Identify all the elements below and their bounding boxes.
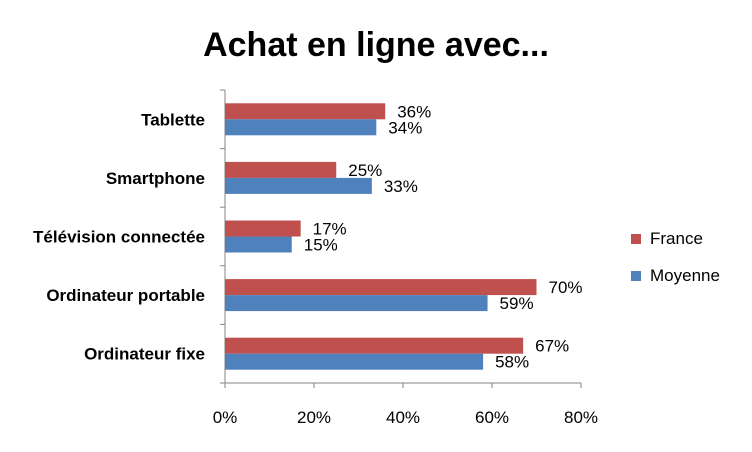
data-label: 70% — [549, 278, 583, 297]
x-tick-label: 20% — [297, 408, 331, 427]
category-label: Ordinateur portable — [46, 286, 205, 305]
chart-title: Achat en ligne avec... — [203, 26, 549, 64]
legend-swatch-france — [631, 234, 641, 244]
legend: France Moyenne — [631, 229, 720, 285]
data-label: 34% — [388, 118, 422, 137]
data-label: 33% — [384, 177, 418, 196]
bar-moyenne — [225, 236, 292, 253]
data-label: 25% — [348, 161, 382, 180]
x-tick-label: 60% — [475, 408, 509, 427]
bar-france — [225, 103, 386, 120]
data-label: 36% — [397, 102, 431, 121]
labels: 36%34% 25%33% 17%15% 70% 59% 67% 58% — [304, 102, 583, 371]
bar-france — [225, 279, 537, 296]
bar-moyenne — [225, 353, 484, 370]
x-tick-label: 40% — [386, 408, 420, 427]
bar-moyenne — [225, 177, 372, 194]
legend-label-france: France — [650, 229, 703, 248]
x-tick-label: 80% — [564, 408, 598, 427]
data-label: 58% — [495, 353, 529, 372]
bar-france — [225, 161, 337, 178]
legend-label-moyenne: Moyenne — [650, 266, 720, 285]
bar-france — [225, 337, 524, 354]
bars — [225, 103, 537, 370]
data-label: 59% — [500, 294, 534, 313]
category-label: Ordinateur fixe — [84, 345, 205, 364]
bar-moyenne — [225, 119, 377, 136]
bar-france — [225, 220, 301, 237]
data-label: 17% — [313, 220, 347, 239]
category-label: Tablette — [141, 110, 205, 129]
data-label: 15% — [304, 236, 338, 255]
category-label: Télévision connectée — [33, 228, 205, 247]
legend-swatch-moyenne — [631, 271, 641, 281]
axes: 0% 20% 40% 60% 80% Tablette Smartphone Télévisi… — [33, 89, 598, 427]
x-tick-label: 0% — [213, 408, 238, 427]
category-label: Smartphone — [106, 169, 205, 188]
bar-moyenne — [225, 295, 488, 312]
data-label: 67% — [535, 337, 569, 356]
